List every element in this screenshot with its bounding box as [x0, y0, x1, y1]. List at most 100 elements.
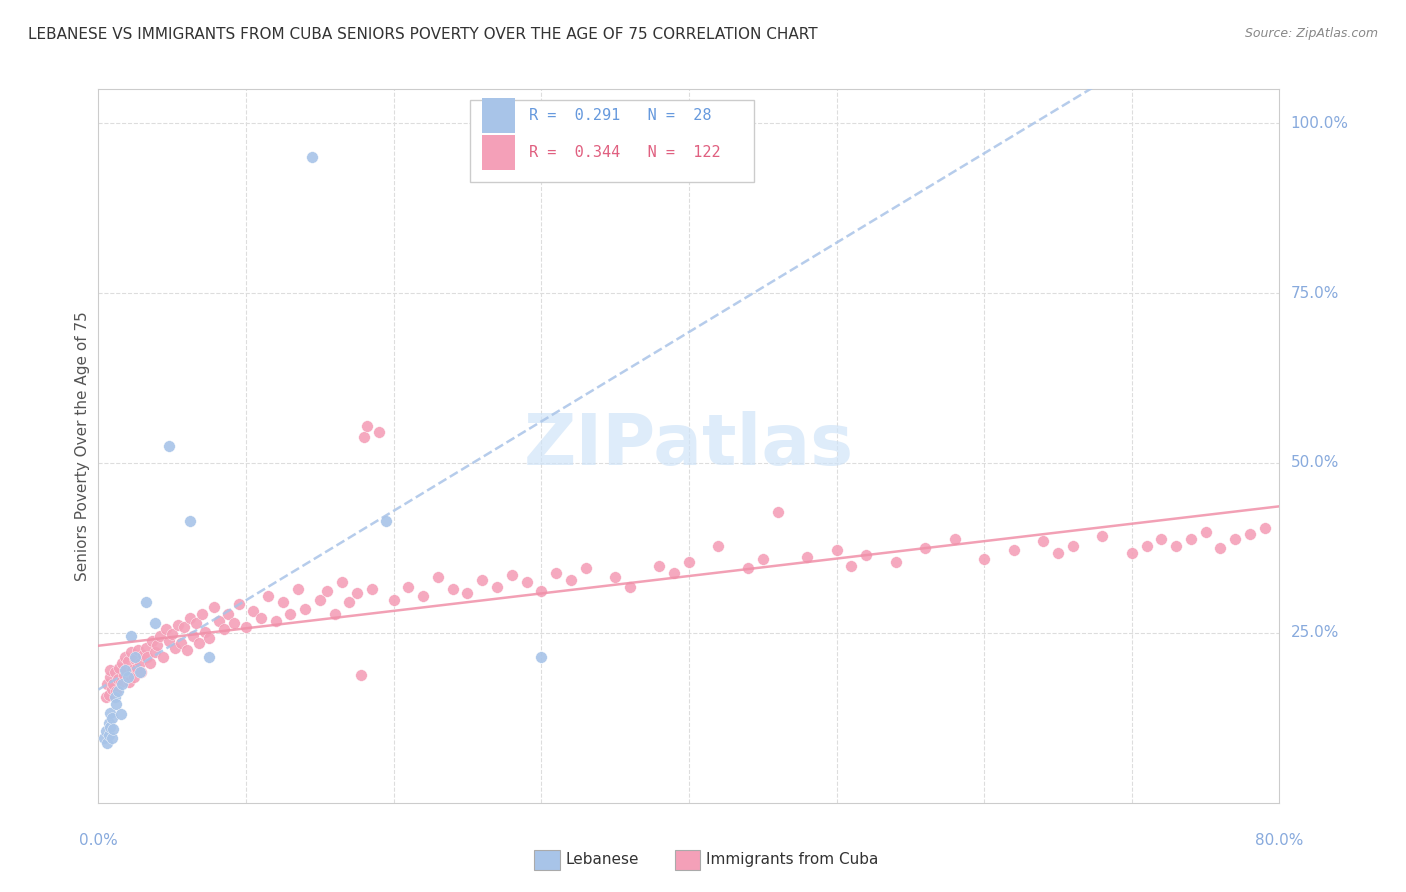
- Point: [152, 649, 174, 664]
- Point: [1002, 543, 1025, 558]
- Point: [111, 657, 134, 671]
- Point: [1209, 541, 1232, 555]
- Point: [103, 723, 125, 737]
- Point: [441, 582, 464, 596]
- Point: [124, 651, 146, 665]
- Point: [707, 539, 730, 553]
- Point: [98, 663, 121, 677]
- Point: [250, 611, 273, 625]
- Point: [346, 586, 368, 600]
- Point: [396, 580, 419, 594]
- Point: [93, 731, 115, 746]
- Point: [139, 657, 162, 671]
- Point: [125, 661, 148, 675]
- Point: [337, 595, 360, 609]
- Point: [184, 615, 207, 630]
- Point: [208, 614, 231, 628]
- Point: [167, 617, 190, 632]
- Point: [100, 681, 122, 696]
- Point: [471, 573, 494, 587]
- Point: [155, 623, 177, 637]
- Text: Lebanese: Lebanese: [565, 853, 638, 867]
- Point: [1091, 529, 1114, 543]
- Point: [170, 636, 193, 650]
- Point: [914, 541, 936, 555]
- Point: [141, 634, 163, 648]
- Text: R =  0.291   N =  28: R = 0.291 N = 28: [530, 108, 711, 123]
- Point: [330, 574, 353, 589]
- Text: Immigrants from Cuba: Immigrants from Cuba: [706, 853, 879, 867]
- FancyBboxPatch shape: [471, 100, 754, 182]
- Point: [973, 552, 995, 566]
- Point: [217, 607, 239, 621]
- Point: [179, 514, 201, 528]
- Point: [107, 683, 129, 698]
- Text: 80.0%: 80.0%: [1256, 833, 1303, 848]
- Point: [350, 668, 373, 682]
- Point: [375, 514, 398, 528]
- Point: [124, 649, 146, 664]
- Point: [162, 627, 183, 641]
- Point: [97, 728, 120, 742]
- Point: [105, 683, 128, 698]
- Point: [278, 607, 302, 621]
- Point: [664, 566, 686, 580]
- Point: [515, 574, 537, 589]
- Point: [96, 736, 118, 750]
- Point: [187, 636, 209, 650]
- Point: [412, 589, 434, 603]
- Point: [157, 439, 180, 453]
- Point: [382, 593, 405, 607]
- Point: [104, 665, 127, 680]
- Point: [117, 670, 139, 684]
- Point: [544, 566, 567, 580]
- Point: [1180, 532, 1202, 546]
- Text: ZIPatlas: ZIPatlas: [524, 411, 853, 481]
- Point: [96, 677, 118, 691]
- Point: [94, 724, 117, 739]
- Point: [121, 663, 143, 677]
- Point: [530, 649, 553, 664]
- Text: 25.0%: 25.0%: [1291, 625, 1339, 640]
- Point: [118, 674, 141, 689]
- Point: [619, 580, 641, 594]
- Point: [98, 670, 121, 684]
- Point: [107, 672, 129, 686]
- Point: [100, 731, 122, 746]
- Point: [143, 645, 166, 659]
- Bar: [482, 136, 516, 169]
- Point: [108, 661, 131, 675]
- Point: [574, 561, 596, 575]
- Point: [825, 543, 848, 558]
- Point: [146, 638, 169, 652]
- Point: [1254, 520, 1277, 534]
- Point: [360, 582, 382, 596]
- Point: [264, 614, 287, 628]
- Point: [212, 623, 235, 637]
- Point: [114, 649, 136, 664]
- Point: [110, 707, 132, 722]
- Point: [605, 570, 627, 584]
- Point: [112, 668, 135, 682]
- Point: [486, 580, 509, 594]
- Point: [122, 670, 145, 684]
- Point: [120, 645, 142, 659]
- Point: [839, 559, 862, 574]
- Point: [855, 548, 877, 562]
- Point: [120, 629, 142, 643]
- Point: [751, 552, 773, 566]
- Point: [309, 593, 332, 607]
- Point: [427, 570, 450, 584]
- Point: [202, 600, 225, 615]
- Point: [235, 620, 257, 634]
- Point: [560, 573, 582, 587]
- Point: [884, 555, 907, 569]
- Point: [111, 677, 134, 691]
- Point: [115, 663, 138, 677]
- Point: [1164, 539, 1187, 553]
- Point: [135, 640, 157, 655]
- Point: [103, 677, 125, 691]
- Point: [117, 655, 139, 669]
- Point: [294, 602, 316, 616]
- Point: [157, 634, 180, 648]
